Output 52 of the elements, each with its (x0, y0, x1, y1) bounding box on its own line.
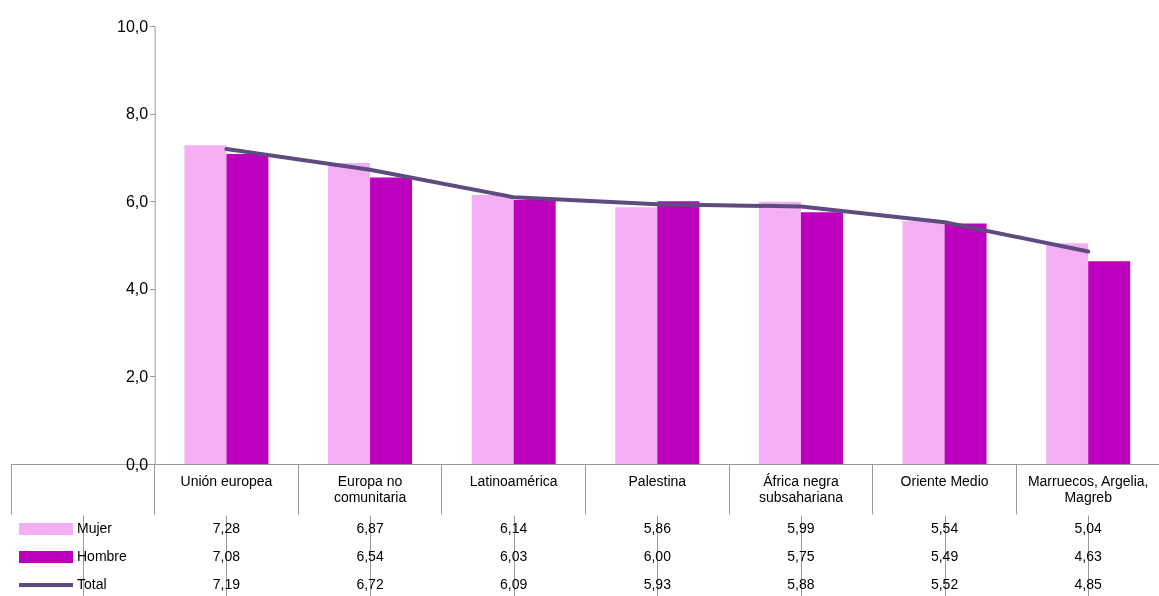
data-label: 5,49 (930, 548, 959, 564)
bar (657, 201, 700, 464)
y-tick-label: 0,0 (125, 455, 149, 473)
data-label: 6,72 (356, 576, 384, 592)
y-tick-label: 6,0 (125, 192, 149, 210)
bar (184, 145, 227, 464)
data-label: 4,63 (1074, 548, 1103, 564)
bar (226, 153, 269, 464)
data-label: 7,08 (212, 548, 241, 564)
legend-label: Total (77, 576, 107, 592)
x-tick-label: Marruecos, Argelia, Magreb (1027, 472, 1149, 505)
data-label: 5,99 (787, 520, 815, 536)
x-tick-label: Oriente Medio (900, 472, 989, 489)
bar (513, 199, 556, 464)
y-tick-label: 10,0 (116, 17, 149, 35)
x-tick-label: Europa no comunitaria (333, 472, 407, 505)
bar (615, 207, 658, 464)
y-tick-label: 4,0 (125, 280, 149, 298)
bar (902, 221, 945, 464)
bar (1046, 243, 1089, 464)
data-label: 5,93 (643, 576, 672, 592)
bar (1088, 261, 1131, 464)
data-label: 7,28 (212, 520, 241, 536)
y-tick-label: 8,0 (125, 105, 149, 123)
bar (328, 163, 371, 464)
data-label: 4,85 (1074, 576, 1103, 592)
data-label: 6,09 (500, 576, 528, 592)
x-tick-label: Palestina (628, 472, 687, 489)
x-tick-label: Latinoamérica (469, 472, 558, 489)
bar (370, 177, 413, 464)
bar (471, 195, 514, 464)
x-tick-label: África negra subsahariana (758, 472, 844, 505)
data-label: 6,87 (356, 520, 384, 536)
data-label: 6,00 (643, 548, 672, 564)
legend-label: Mujer (77, 520, 113, 536)
bar (800, 212, 843, 464)
data-label: 5,04 (1074, 520, 1103, 536)
y-tick-label: 2,0 (125, 367, 149, 385)
legend-label: Hombre (77, 548, 128, 564)
data-label: 5,75 (787, 548, 815, 564)
line-series (224, 147, 1091, 254)
data-label: 6,03 (500, 548, 528, 564)
bar (944, 223, 987, 464)
data-label: 7,19 (212, 576, 241, 592)
x-tick-label: Unión europea (180, 472, 273, 489)
data-label: 6,14 (500, 520, 528, 536)
data-label: 5,54 (930, 520, 959, 536)
bar (758, 201, 801, 464)
data-label: 6,54 (356, 548, 384, 564)
data-label: 5,86 (643, 520, 672, 536)
data-label: 5,52 (930, 576, 959, 592)
data-label: 5,88 (787, 576, 815, 592)
